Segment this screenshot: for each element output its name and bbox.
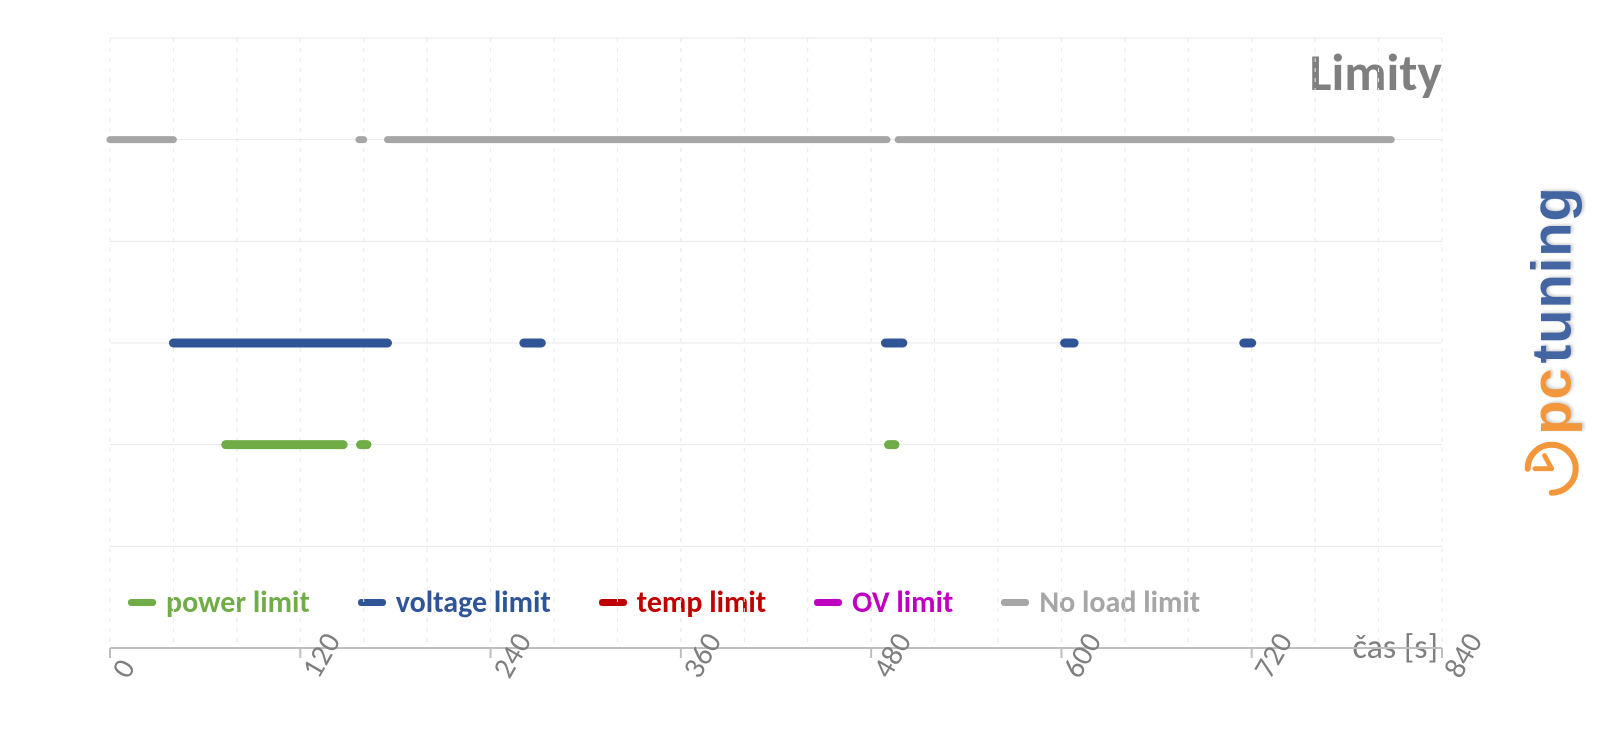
pctuning-logo: pctuning xyxy=(1519,186,1584,498)
logo-text-tuning: tuning xyxy=(1519,186,1584,363)
clock-icon xyxy=(1521,439,1581,499)
logo-text-pc: pc xyxy=(1519,367,1584,434)
limits-chart xyxy=(0,0,1600,745)
